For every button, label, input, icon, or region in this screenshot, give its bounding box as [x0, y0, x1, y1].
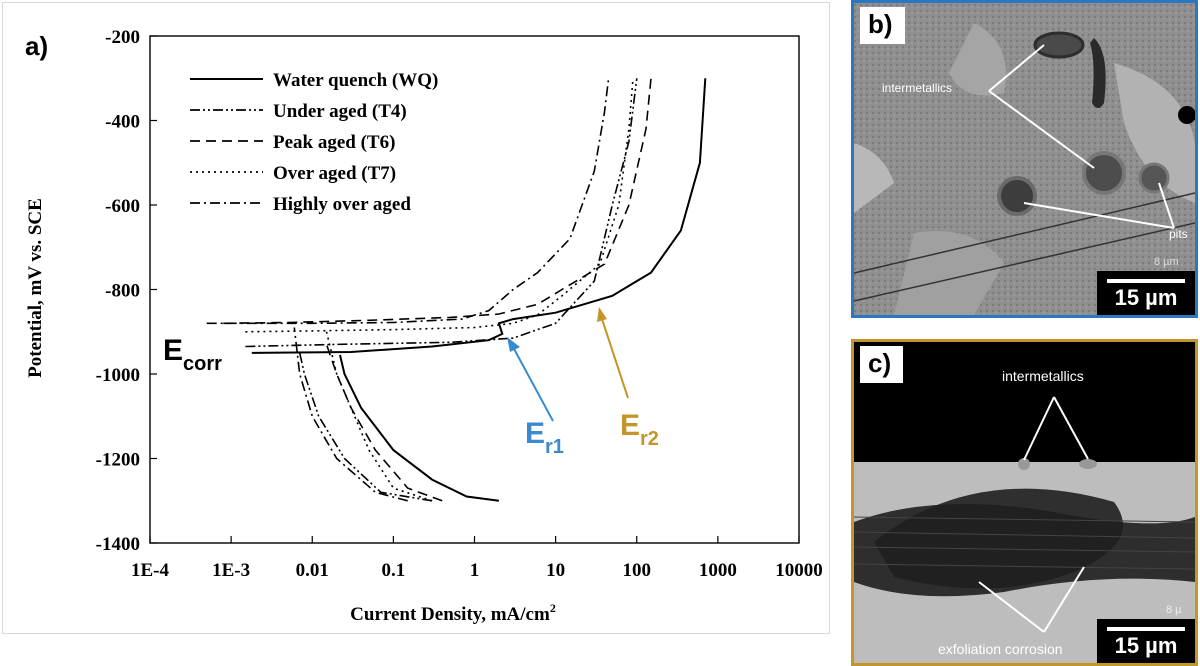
- micrograph-panel-c: c) intermetallics exfoliation corrosion …: [851, 339, 1198, 666]
- er1-arrow: [512, 346, 554, 422]
- ecorr-annotation: Ecorr: [163, 334, 222, 375]
- y-tick-label: -800: [105, 281, 140, 302]
- series-1-cathodic-line: [339, 354, 500, 502]
- series-3-cathodic-line: [325, 344, 443, 502]
- panel-label-b: b): [860, 7, 905, 44]
- series-5-cathodic-line: [293, 327, 408, 502]
- er1-annotation: Er1: [525, 417, 564, 458]
- axes-group: 1E-4 1E-3 0.01 0.1 1 10 100 1000 10000 -200 -400 -6…: [96, 27, 823, 581]
- intermetallics-callout-b: intermetallics: [882, 81, 953, 95]
- y-tick-label: -400: [105, 112, 140, 133]
- legend-item-label: Highly over aged: [273, 194, 411, 215]
- x-tick-label: 1E-3: [212, 560, 250, 581]
- micrograph-panel-b: b) intermetallics pits 8 µm 15 µm: [851, 0, 1198, 318]
- series-3: [223, 78, 652, 502]
- legend-item-label: Under aged (T4): [273, 101, 407, 122]
- scalebar-b-text: 15 µm: [1114, 285, 1178, 310]
- er1-arrowhead: [507, 337, 520, 352]
- x-tick-label: 0.01: [296, 560, 329, 581]
- panel-label-a: a): [25, 31, 48, 61]
- x-tick-label: 1E-4: [131, 560, 170, 581]
- series-1-anodic-line: [251, 78, 707, 354]
- original-scale-text-c: 8 µ: [1166, 604, 1182, 616]
- legend-item-label: Peak aged (T6): [273, 132, 395, 153]
- er2-arrow: [601, 318, 629, 399]
- exfoliation-corrosion-callout: exfoliation corrosion: [938, 641, 1063, 657]
- micrograph-c-image: [854, 342, 1195, 663]
- legend-item-label: Water quench (WQ): [273, 70, 438, 91]
- x-tick-label: 10: [546, 560, 565, 581]
- micrograph-b-image: [854, 3, 1195, 315]
- series-5: [206, 78, 610, 502]
- y-tick-label: -1000: [96, 365, 140, 386]
- y-tick-label: -1200: [96, 450, 140, 471]
- series-5-anodic-line: [206, 78, 610, 325]
- x-tick-label: 100: [623, 560, 652, 581]
- scalebar-b: 15 µm: [1097, 271, 1195, 315]
- x-axis-label: Current Density, mA/cm2: [350, 601, 556, 625]
- series-4-cathodic-line: [325, 331, 433, 502]
- y-tick-label: -600: [105, 196, 140, 217]
- legend-item-label: Over aged (T7): [273, 163, 396, 184]
- series-2-cathodic-line: [298, 352, 433, 502]
- polarization-chart: a) 1E-4 1E-3 0.01 0.1 1 10 100 1000 10000 -200 -40…: [25, 27, 823, 625]
- plot-frame: [149, 35, 800, 544]
- y-tick-label: -1400: [96, 534, 140, 555]
- y-tick-label: -200: [105, 27, 140, 48]
- series-2-anodic-line: [245, 78, 638, 348]
- scalebar-c-text: 15 µm: [1114, 633, 1178, 658]
- series-3-anodic-line: [223, 78, 652, 325]
- series-2: [245, 78, 638, 502]
- scalebar-c: 15 µm: [1097, 619, 1195, 663]
- series-layer: [206, 78, 707, 502]
- polarization-chart-panel: a) 1E-4 1E-3 0.01 0.1 1 10 100 1000 10000 -200 -40…: [2, 2, 830, 634]
- x-tick-label: 1: [470, 560, 480, 581]
- x-tick-label: 10000: [775, 560, 823, 581]
- er2-annotation: Er2: [620, 409, 659, 450]
- x-tick-label: 1000: [699, 560, 737, 581]
- intermetallics-callout-c: intermetallics: [1002, 368, 1084, 384]
- x-tick-label: 0.1: [382, 560, 406, 581]
- series-4-anodic-line: [245, 78, 634, 333]
- y-axis-label: Potential, mV vs. SCE: [25, 198, 46, 378]
- panel-label-c: c): [860, 346, 904, 383]
- series-4: [245, 78, 634, 502]
- pits-callout: pits: [1169, 227, 1188, 241]
- er2-arrowhead: [597, 307, 607, 322]
- legend: Water quench (WQ) Under aged (T4) Peak age…: [190, 70, 438, 215]
- original-scale-text-b: 8 µm: [1154, 256, 1179, 268]
- series-1: [251, 78, 707, 502]
